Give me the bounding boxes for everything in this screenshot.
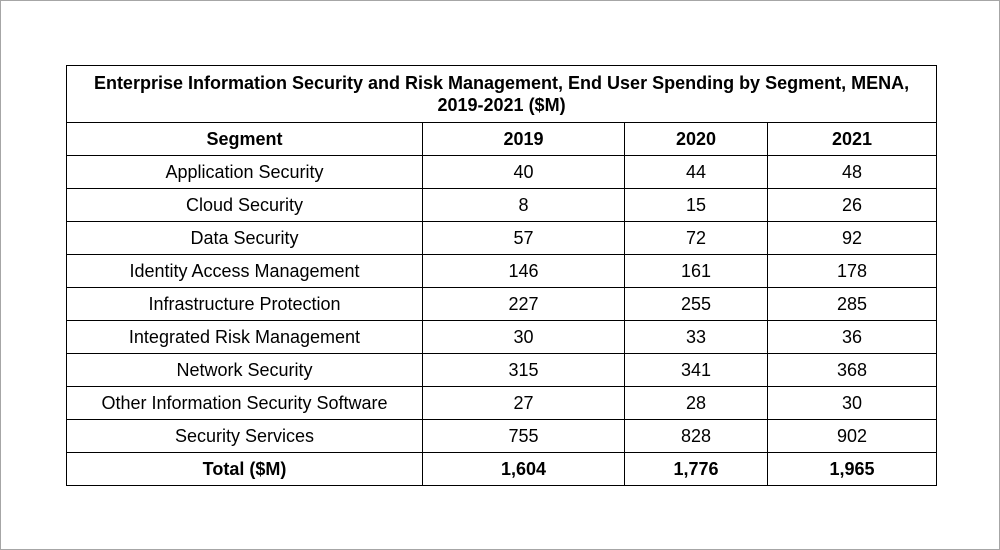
segment-name-cell: Application Security (66, 155, 423, 189)
value-cell-2021: 178 (766, 254, 938, 288)
segment-name-cell: Identity Access Management (66, 254, 423, 288)
table-title: Enterprise Information Security and Risk… (65, 65, 938, 123)
segment-name-cell: Integrated Risk Management (66, 320, 423, 354)
value-cell-2020: 28 (624, 386, 768, 420)
value-cell-2019: 27 (422, 386, 625, 420)
table-row: Infrastructure Protection 227 255 285 (66, 287, 938, 321)
value-cell-2019: 227 (422, 287, 625, 321)
column-header-2020: 2020 (624, 122, 768, 156)
value-cell-2019: 40 (422, 155, 625, 189)
value-cell-2020: 341 (624, 353, 768, 387)
total-row: Total ($M) 1,604 1,776 1,965 (66, 452, 938, 486)
table-body: Application Security 40 44 48 Cloud Security… (66, 155, 938, 453)
value-cell-2021: 26 (766, 188, 938, 222)
table-row: Integrated Risk Management 30 33 36 (66, 320, 938, 354)
table-row: Cloud Security 8 15 26 (66, 188, 938, 222)
segment-name-cell: Security Services (66, 419, 423, 453)
value-cell-2019: 57 (422, 221, 625, 255)
header-row: Segment 2019 2020 2021 (66, 122, 938, 156)
value-cell-2021: 368 (766, 353, 938, 387)
value-cell-2019: 8 (422, 188, 625, 222)
value-cell-2021: 36 (766, 320, 938, 354)
value-cell-2020: 828 (624, 419, 768, 453)
column-header-2019: 2019 (422, 122, 625, 156)
value-cell-2021: 92 (766, 221, 938, 255)
spending-table: Enterprise Information Security and Risk… (65, 65, 938, 486)
segment-name-cell: Network Security (66, 353, 423, 387)
value-cell-2020: 15 (624, 188, 768, 222)
value-cell-2020: 44 (624, 155, 768, 189)
value-cell-2020: 72 (624, 221, 768, 255)
total-value-2021: 1,965 (766, 452, 938, 486)
table-row: Identity Access Management 146 161 178 (66, 254, 938, 288)
segment-name-cell: Cloud Security (66, 188, 423, 222)
value-cell-2019: 30 (422, 320, 625, 354)
table-row: Application Security 40 44 48 (66, 155, 938, 189)
value-cell-2021: 30 (766, 386, 938, 420)
table-row: Network Security 315 341 368 (66, 353, 938, 387)
column-header-segment: Segment (66, 122, 423, 156)
value-cell-2021: 285 (766, 287, 938, 321)
segment-name-cell: Other Information Security Software (66, 386, 423, 420)
value-cell-2021: 902 (766, 419, 938, 453)
table-row: Security Services 755 828 902 (66, 419, 938, 453)
value-cell-2020: 161 (624, 254, 768, 288)
total-value-2020: 1,776 (624, 452, 768, 486)
column-header-2021: 2021 (766, 122, 938, 156)
table-row: Other Information Security Software 27 28 3… (66, 386, 938, 420)
value-cell-2019: 755 (422, 419, 625, 453)
table-row: Data Security 57 72 92 (66, 221, 938, 255)
value-cell-2019: 146 (422, 254, 625, 288)
total-value-2019: 1,604 (422, 452, 625, 486)
value-cell-2019: 315 (422, 353, 625, 387)
segment-name-cell: Data Security (66, 221, 423, 255)
value-cell-2020: 33 (624, 320, 768, 354)
value-cell-2020: 255 (624, 287, 768, 321)
total-label: Total ($M) (66, 452, 423, 486)
value-cell-2021: 48 (766, 155, 938, 189)
segment-name-cell: Infrastructure Protection (66, 287, 423, 321)
